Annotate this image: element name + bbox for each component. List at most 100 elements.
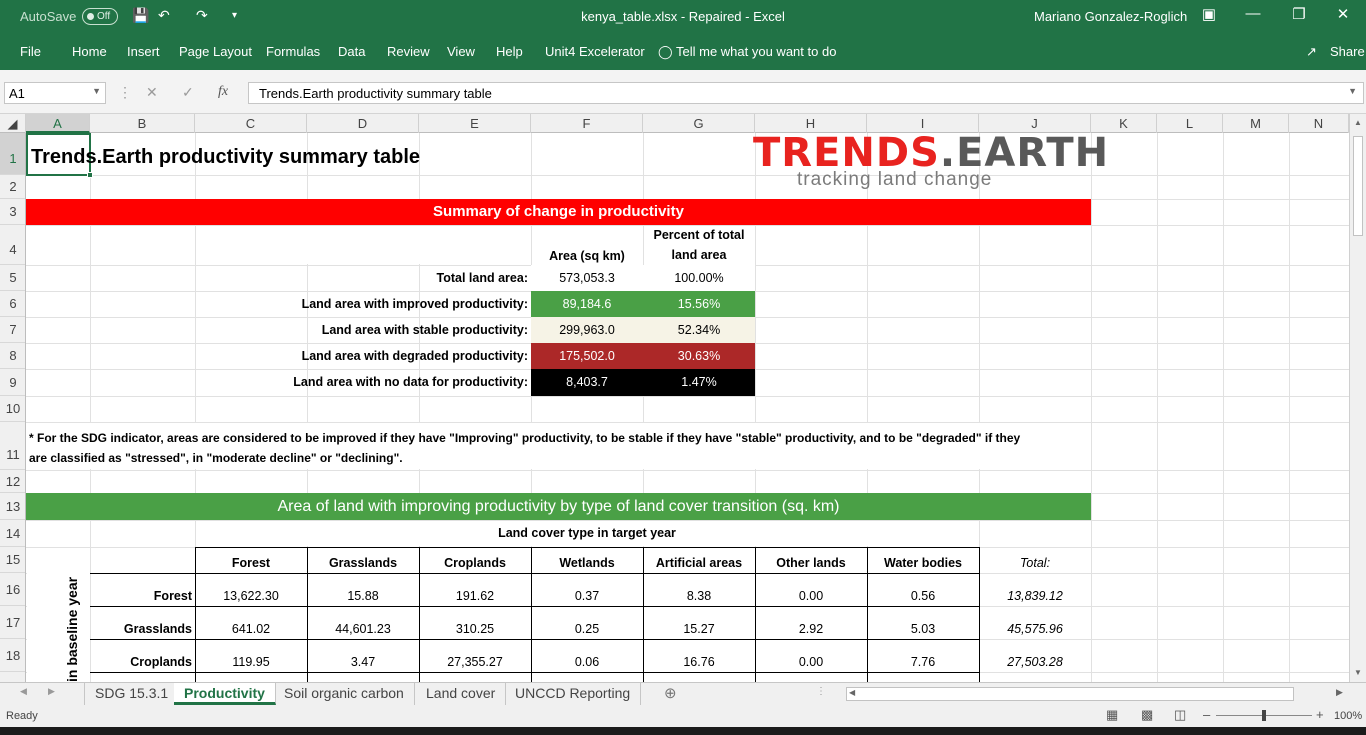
row-header-15[interactable]: 15 bbox=[0, 547, 25, 573]
name-box-value: A1 bbox=[9, 86, 25, 101]
fill-handle[interactable] bbox=[87, 172, 93, 178]
zoom-level[interactable]: 100% bbox=[1334, 710, 1363, 722]
matrix-col-forest: Forest bbox=[231, 556, 271, 570]
selected-cell-a1[interactable] bbox=[26, 133, 91, 176]
tab-page-layout[interactable]: Page Layout bbox=[179, 44, 253, 59]
column-header-e[interactable]: E bbox=[419, 114, 531, 133]
chevron-down-icon[interactable]: ▼ bbox=[92, 86, 101, 96]
page-layout-view-icon[interactable]: ▩ bbox=[1141, 707, 1154, 722]
row-header-17[interactable]: 17 bbox=[0, 606, 25, 639]
tab-data[interactable]: Data bbox=[338, 44, 366, 59]
column-header-i[interactable]: I bbox=[867, 114, 979, 133]
select-all-corner[interactable]: ◢ bbox=[0, 114, 26, 133]
scroll-right-icon[interactable]: ▶ bbox=[1336, 687, 1343, 697]
scroll-tabs-left-icon[interactable]: ◀ bbox=[20, 686, 27, 696]
column-header-f[interactable]: F bbox=[531, 114, 643, 133]
scroll-tabs-right-icon[interactable]: ▶ bbox=[48, 686, 55, 696]
row-header-10[interactable]: 10 bbox=[0, 396, 25, 422]
expand-formula-bar-icon[interactable]: ▼ bbox=[1348, 86, 1357, 96]
row-header-8[interactable]: 8 bbox=[0, 343, 25, 369]
close-icon[interactable]: ✕ bbox=[1336, 6, 1350, 23]
worksheet-grid[interactable]: Trends.Earth productivity summary table … bbox=[26, 133, 1349, 682]
row-header-6[interactable]: 6 bbox=[0, 291, 25, 317]
title-bar: AutoSave Off 💾 ↶ ↷ ▾ kenya_table.xlsx - … bbox=[0, 0, 1366, 34]
share-button[interactable]: Share bbox=[1330, 44, 1365, 59]
vertical-scrollbar[interactable]: ▲ ▼ bbox=[1349, 114, 1366, 682]
customize-quick-access-icon[interactable]: ▾ bbox=[232, 10, 238, 21]
column-header-g[interactable]: G bbox=[643, 114, 755, 133]
matrix-cell: 0.06 bbox=[574, 655, 600, 669]
tab-insert[interactable]: Insert bbox=[127, 44, 160, 59]
matrix-cell: 310.25 bbox=[455, 622, 495, 636]
row-header-4[interactable]: 4 bbox=[0, 225, 25, 265]
sheet-tab-soil-organic-carbon[interactable]: Soil organic carbon bbox=[274, 683, 415, 705]
column-header-k[interactable]: K bbox=[1091, 114, 1157, 133]
restore-icon[interactable]: ❐ bbox=[1292, 6, 1306, 23]
cancel-icon[interactable]: ✕ bbox=[146, 84, 158, 100]
column-header-n[interactable]: N bbox=[1289, 114, 1349, 133]
page-break-preview-icon[interactable]: ◫ bbox=[1174, 707, 1187, 722]
row-header-9[interactable]: 9 bbox=[0, 369, 25, 396]
row-header-13[interactable]: 13 bbox=[0, 493, 25, 520]
column-header-d[interactable]: D bbox=[307, 114, 419, 133]
sheet-tab-productivity[interactable]: Productivity bbox=[174, 683, 276, 705]
tab-home[interactable]: Home bbox=[72, 44, 107, 59]
column-header-h[interactable]: H bbox=[755, 114, 867, 133]
scrollbar-thumb[interactable] bbox=[1353, 136, 1363, 236]
sheet-tab-sdg-15-3-1[interactable]: SDG 15.3.1 bbox=[84, 683, 180, 705]
matrix-col-artificial-areas: Artificial areas bbox=[655, 556, 743, 570]
tab-splitter-icon[interactable]: ⋮ bbox=[816, 686, 826, 697]
share-icon[interactable]: ↗ bbox=[1306, 44, 1317, 59]
row-header-11[interactable]: 11 bbox=[0, 422, 25, 470]
column-header-m[interactable]: M bbox=[1223, 114, 1289, 133]
sheet-tab-land-cover[interactable]: Land cover bbox=[416, 683, 507, 705]
gridline bbox=[26, 470, 1349, 471]
normal-view-icon[interactable]: ▦ bbox=[1106, 707, 1119, 722]
horizontal-scrollbar[interactable]: ◀ bbox=[846, 687, 1294, 701]
tab-file[interactable]: File bbox=[20, 44, 41, 59]
save-icon[interactable]: 💾 bbox=[132, 7, 150, 23]
user-name[interactable]: Mariano Gonzalez-Roglich bbox=[1034, 9, 1188, 24]
row-header-5[interactable]: 5 bbox=[0, 265, 25, 291]
summary-row-fill bbox=[531, 317, 755, 343]
row-header-7[interactable]: 7 bbox=[0, 317, 25, 343]
row-header-2[interactable]: 2 bbox=[0, 175, 25, 199]
autosave-toggle[interactable]: Off bbox=[82, 8, 118, 25]
formula-input[interactable]: Trends.Earth productivity summary table … bbox=[248, 82, 1364, 104]
minimize-icon[interactable]: — bbox=[1245, 5, 1261, 22]
scroll-left-icon[interactable]: ◀ bbox=[849, 688, 856, 697]
row-header-18[interactable]: 18 bbox=[0, 639, 25, 672]
redo-icon[interactable]: ↷ bbox=[196, 7, 208, 23]
column-header-j[interactable]: J bbox=[979, 114, 1091, 133]
note-merged-area bbox=[27, 423, 1090, 469]
matrix-row-label: Croplands bbox=[130, 655, 192, 669]
tab-help[interactable]: Help bbox=[496, 44, 523, 59]
enter-icon[interactable]: ✓ bbox=[182, 84, 194, 100]
tell-me-search[interactable]: Tell me what you want to do bbox=[676, 44, 837, 59]
scroll-down-icon[interactable]: ▼ bbox=[1354, 668, 1362, 677]
tab-review[interactable]: Review bbox=[387, 44, 430, 59]
column-header-b[interactable]: B bbox=[90, 114, 195, 133]
column-header-a[interactable]: A bbox=[26, 114, 90, 133]
ribbon-display-options-icon[interactable]: ▣ bbox=[1201, 6, 1217, 23]
tab-unit4-excelerator[interactable]: Unit4 Excelerator bbox=[545, 44, 645, 59]
row-headers: 1 2 3 4 5 6 7 8 9 10 11 12 13 14 15 16 1… bbox=[0, 133, 26, 682]
row-header-1[interactable]: 1 bbox=[0, 133, 25, 175]
new-sheet-icon[interactable]: ⊕ bbox=[664, 685, 677, 702]
tab-view[interactable]: View bbox=[447, 44, 475, 59]
zoom-in-icon[interactable]: + bbox=[1316, 707, 1324, 722]
zoom-out-icon[interactable]: – bbox=[1203, 707, 1211, 722]
scroll-up-icon[interactable]: ▲ bbox=[1354, 118, 1362, 127]
sheet-tab-unccd-reporting[interactable]: UNCCD Reporting bbox=[505, 683, 642, 705]
undo-icon[interactable]: ↶ bbox=[158, 7, 170, 23]
insert-function-button[interactable]: fx bbox=[218, 84, 229, 99]
column-header-c[interactable]: C bbox=[195, 114, 307, 133]
tab-formulas[interactable]: Formulas bbox=[266, 44, 321, 59]
row-header-12[interactable]: 12 bbox=[0, 470, 25, 493]
name-box[interactable]: A1 ▼ bbox=[4, 82, 106, 104]
column-header-l[interactable]: L bbox=[1157, 114, 1223, 133]
row-header-16[interactable]: 16 bbox=[0, 573, 25, 606]
row-header-3[interactable]: 3 bbox=[0, 199, 25, 225]
zoom-slider-thumb[interactable] bbox=[1262, 710, 1266, 721]
row-header-14[interactable]: 14 bbox=[0, 520, 25, 547]
